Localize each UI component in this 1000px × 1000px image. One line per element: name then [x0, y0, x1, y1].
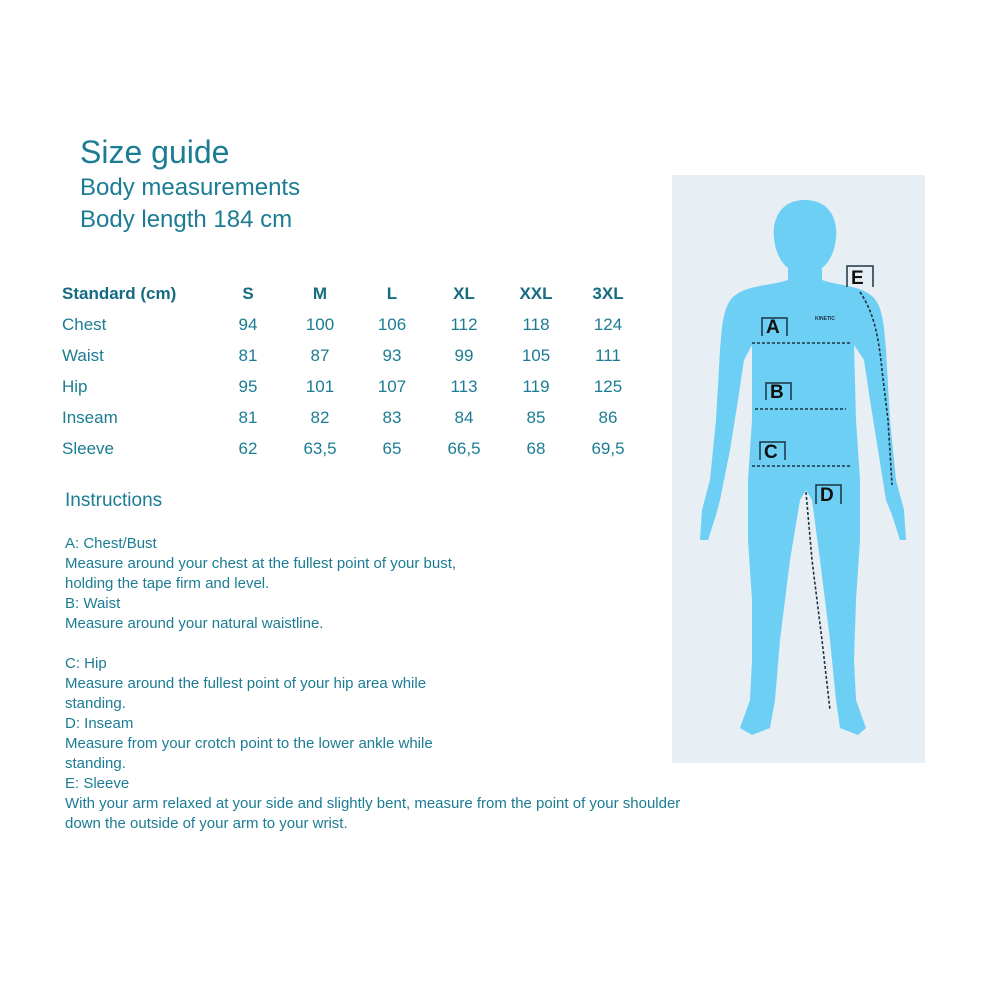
column-header: M: [312, 283, 328, 303]
instruction-text: Measure around the fullest point of your…: [65, 675, 427, 712]
column-header: Standard (cm): [62, 283, 177, 303]
subtitle: Body measurements: [80, 174, 301, 201]
instructions-heading: Instructions: [65, 490, 163, 511]
instruction-text: Measure around your natural waistline.: [65, 615, 324, 632]
cell-value: 124: [593, 314, 623, 334]
cell-value: 85: [526, 407, 546, 427]
instruction-item: E: Sleeve With your arm relaxed at your s…: [65, 774, 745, 834]
column-header: S: [242, 283, 254, 303]
label-b: B: [770, 382, 784, 403]
row-label: Hip: [62, 376, 88, 396]
cell-value: 113: [450, 376, 478, 396]
cell-value: 84: [454, 407, 474, 427]
body-silhouette: A B C D E KINETIC: [700, 200, 906, 735]
instruction-title: C: Hip: [65, 655, 107, 672]
cell-value: 101: [305, 376, 335, 396]
cell-value: 107: [377, 376, 407, 396]
cell-value: 94: [238, 314, 258, 334]
cell-value: 105: [521, 345, 551, 365]
column-header: XL: [453, 283, 475, 303]
instruction-item: B: Waist Measure around your natural wais…: [65, 594, 745, 634]
body-figure-panel: A B C D E KINETIC: [672, 175, 925, 763]
cell-value: 95: [238, 376, 258, 396]
cell-value: 65: [382, 438, 402, 458]
label-c: C: [764, 442, 778, 463]
table-row: Waist 81 87 93 99 105 111: [62, 340, 644, 371]
instruction-text: Measure from your crotch point to the lo…: [65, 735, 433, 772]
instruction-text: Measure around your chest at the fullest…: [65, 555, 457, 592]
cell-value: 106: [377, 314, 407, 334]
cell-value: 63,5: [303, 438, 337, 458]
column-header: L: [386, 283, 398, 303]
cell-value: 111: [595, 345, 621, 365]
instruction-title: A: Chest/Bust: [65, 535, 157, 552]
column-header: XXL: [519, 283, 553, 303]
table-row: Hip 95 101 107 113 119 125: [62, 371, 644, 402]
row-label: Chest: [62, 314, 107, 334]
kinetic-logo: KINETIC: [815, 316, 835, 322]
row-label: Inseam: [62, 407, 118, 427]
instruction-title: D: Inseam: [65, 715, 134, 732]
cell-value: 93: [382, 345, 402, 365]
instruction-item: D: Inseam Measure from your crotch point …: [65, 714, 745, 774]
cell-value: 82: [310, 407, 330, 427]
cell-value: 87: [310, 345, 330, 365]
cell-value: 81: [238, 407, 258, 427]
instruction-item: C: Hip Measure around the fullest point o…: [65, 654, 745, 714]
table-row: Sleeve 62 63,5 65 66,5 68 69,5: [62, 433, 644, 464]
label-a: A: [766, 317, 780, 338]
cell-value: 125: [593, 376, 623, 396]
instruction-text: With your arm relaxed at your side and s…: [65, 795, 681, 832]
cell-value: 112: [450, 314, 478, 334]
cell-value: 69,5: [591, 438, 625, 458]
page-title: Size guide: [80, 134, 230, 170]
row-label: Waist: [62, 345, 104, 365]
instruction-title: E: Sleeve: [65, 775, 130, 792]
column-header: 3XL: [592, 283, 624, 303]
body-length: Body length 184 cm: [80, 206, 293, 233]
label-d: D: [820, 485, 834, 506]
table-header-row: Standard (cm) S M L XL XXL 3XL: [62, 278, 644, 309]
instruction-title: B: Waist: [65, 595, 121, 612]
cell-value: 66,5: [447, 438, 481, 458]
cell-value: 86: [598, 407, 618, 427]
instruction-item: A: Chest/Bust Measure around your chest a…: [65, 534, 745, 594]
cell-value: 118: [522, 314, 550, 334]
table-row: Chest 94 100 106 112 118 124: [62, 309, 644, 340]
cell-value: 81: [238, 345, 258, 365]
row-label: Sleeve: [62, 438, 114, 458]
label-e: E: [851, 268, 864, 289]
cell-value: 99: [454, 345, 474, 365]
cell-value: 62: [238, 438, 258, 458]
cell-value: 83: [382, 407, 402, 427]
cell-value: 119: [522, 376, 550, 396]
body-shape: [700, 200, 906, 735]
cell-value: 100: [305, 314, 335, 334]
cell-value: 68: [526, 438, 546, 458]
size-table: Standard (cm) S M L XL XXL 3XL Chest 94 10…: [62, 278, 644, 464]
table-row: Inseam 81 82 83 84 85 86: [62, 402, 644, 433]
